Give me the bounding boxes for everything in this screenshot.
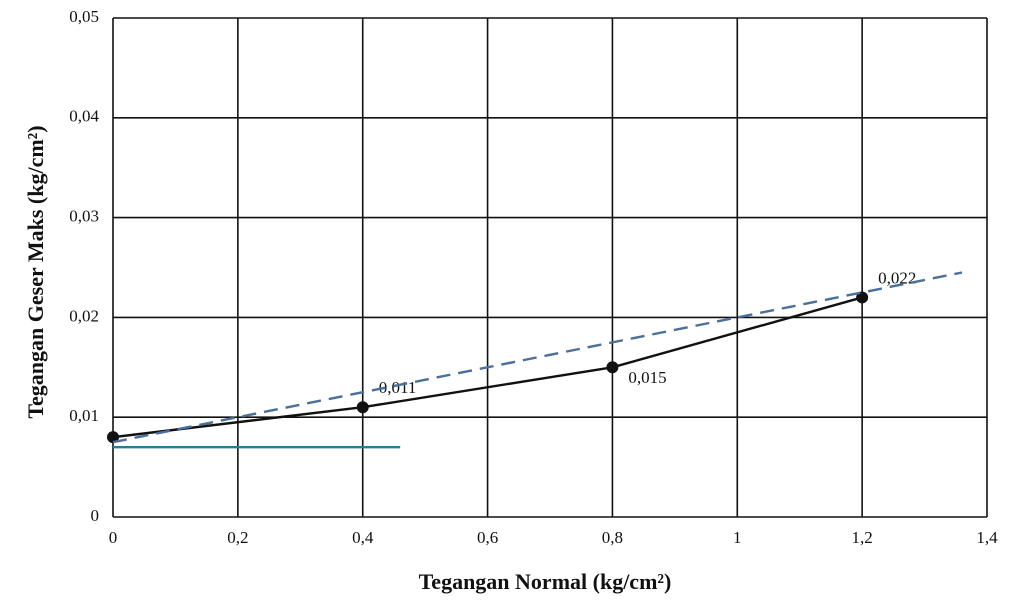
x-tick-label: 1,2 bbox=[852, 528, 873, 547]
x-tick-label: 0,6 bbox=[477, 528, 498, 547]
x-tick-label: 0,8 bbox=[602, 528, 623, 547]
y-tick-label: 0,01 bbox=[69, 406, 99, 425]
chart: Tegangan Normal (kg/cm²) Tegangan Geser … bbox=[0, 0, 1012, 603]
x-tick-label: 0 bbox=[109, 528, 118, 547]
data-point bbox=[357, 401, 369, 413]
y-tick-label: 0 bbox=[91, 506, 100, 525]
y-tick-label: 0,05 bbox=[69, 7, 99, 26]
y-tick-label: 0,03 bbox=[69, 207, 99, 226]
x-axis-title: Tegangan Normal (kg/cm²) bbox=[419, 569, 672, 594]
x-tick-label: 0,4 bbox=[352, 528, 374, 547]
y-tick-label: 0,04 bbox=[69, 107, 99, 126]
y-axis-title: Tegangan Geser Maks (kg/cm²) bbox=[23, 125, 48, 418]
data-label: 0,015 bbox=[628, 368, 666, 387]
data-point bbox=[606, 361, 618, 373]
x-tick-label: 0,2 bbox=[227, 528, 248, 547]
x-tick-label: 1 bbox=[733, 528, 742, 547]
y-tick-label: 0,02 bbox=[69, 306, 99, 325]
x-tick-label: 1,4 bbox=[976, 528, 998, 547]
